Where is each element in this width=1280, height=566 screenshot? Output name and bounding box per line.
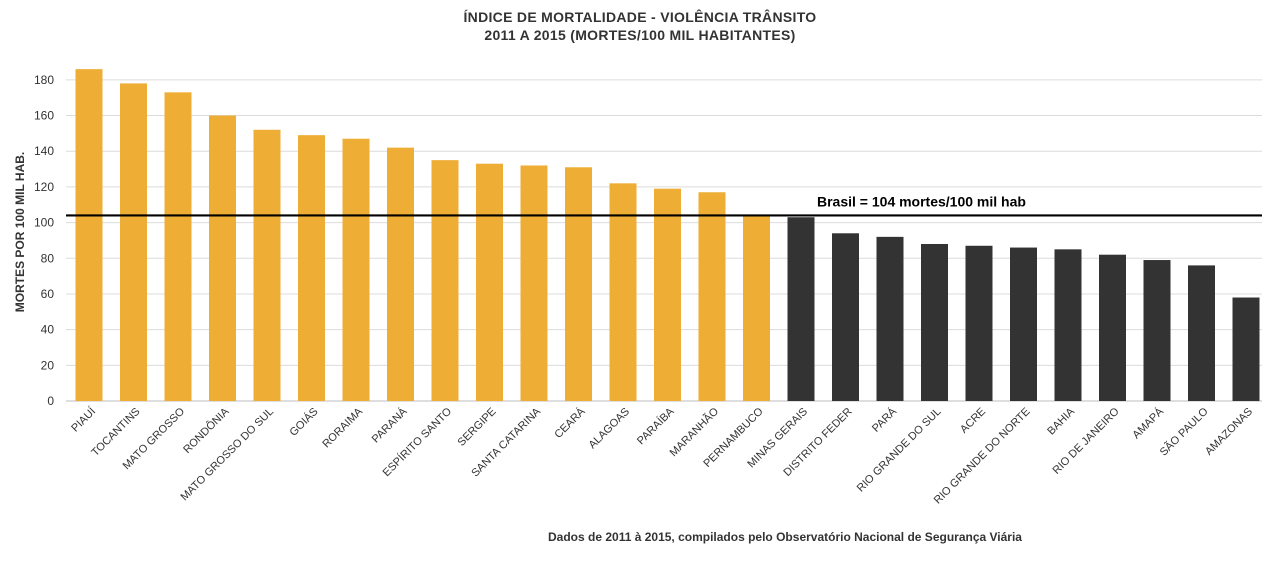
bar [431, 160, 459, 401]
bar [876, 236, 904, 401]
x-tick-label: ALAGOAS [586, 406, 632, 452]
y-axis-tick-labels: 0 20 40 60 80 100 120 140 160 180 [34, 73, 54, 408]
y-tick-label: 40 [41, 323, 55, 337]
x-tick-label: BAHIA [1045, 405, 1077, 437]
bar [1010, 247, 1037, 401]
bar [1054, 249, 1082, 401]
y-axis-title: MORTES POR 100 MIL HAB. [13, 152, 27, 312]
bar [1143, 260, 1171, 401]
footer-note: Dados de 2011 à 2015, compilados pelo Ob… [548, 530, 1022, 544]
bar [1188, 265, 1215, 401]
bar [209, 115, 236, 402]
y-tick-label: 140 [34, 144, 54, 158]
bar [253, 129, 281, 402]
bar [476, 163, 503, 401]
bar [387, 147, 414, 401]
x-tick-label: AMAZONAS [1203, 406, 1255, 458]
bar [743, 215, 770, 401]
bar [342, 138, 370, 401]
bar [298, 135, 325, 401]
y-tick-label: 160 [34, 109, 54, 123]
x-tick-label: GOIÁS [287, 405, 321, 439]
x-tick-label: CEARÁ [552, 404, 588, 440]
x-tick-label: ACRE [958, 406, 988, 436]
chart-title: ÍNDICE DE MORTALIDADE - VIOLÊNCIA TRÂNSI… [463, 9, 817, 25]
x-tick-label: RIO GRANDE DO SUL [855, 406, 944, 495]
x-tick-label: RIO GRANDE DO NORTE [932, 406, 1033, 507]
y-tick-label: 20 [41, 358, 55, 372]
bar [520, 165, 548, 401]
y-tick-label: 60 [41, 287, 55, 301]
x-tick-label: PARAÍBA [634, 404, 677, 447]
x-tick-label: PIAUÍ [69, 404, 99, 434]
y-tick-label: 80 [41, 251, 55, 265]
bar [1232, 297, 1260, 401]
x-tick-label: SERGIPE [456, 406, 499, 449]
y-tick-label: 120 [34, 180, 54, 194]
bar [965, 245, 993, 401]
bar [1099, 254, 1126, 401]
bar [609, 183, 637, 401]
bar [921, 243, 948, 401]
chart-subtitle: 2011 A 2015 (MORTES/100 MIL HABITANTES) [484, 27, 796, 43]
bar [565, 167, 592, 401]
x-tick-label: RORAIMA [320, 405, 365, 450]
bar [832, 233, 859, 401]
x-tick-label: PARANÁ [369, 404, 410, 445]
reference-line-label: Brasil = 104 mortes/100 mil hab [817, 193, 1026, 209]
bar [75, 69, 103, 401]
y-tick-label: 0 [47, 394, 54, 408]
bar [654, 188, 681, 401]
bar [164, 92, 192, 402]
x-tick-label: AMAPÁ [1130, 404, 1167, 441]
bar [120, 83, 147, 402]
bar [787, 217, 815, 401]
bars [75, 69, 1260, 402]
y-tick-label: 100 [34, 216, 54, 230]
y-tick-label: 180 [34, 73, 54, 87]
bar [698, 192, 726, 401]
x-tick-label: PARÁ [869, 404, 899, 434]
x-tick-label: MATO GROSSO DO SUL [178, 406, 276, 504]
